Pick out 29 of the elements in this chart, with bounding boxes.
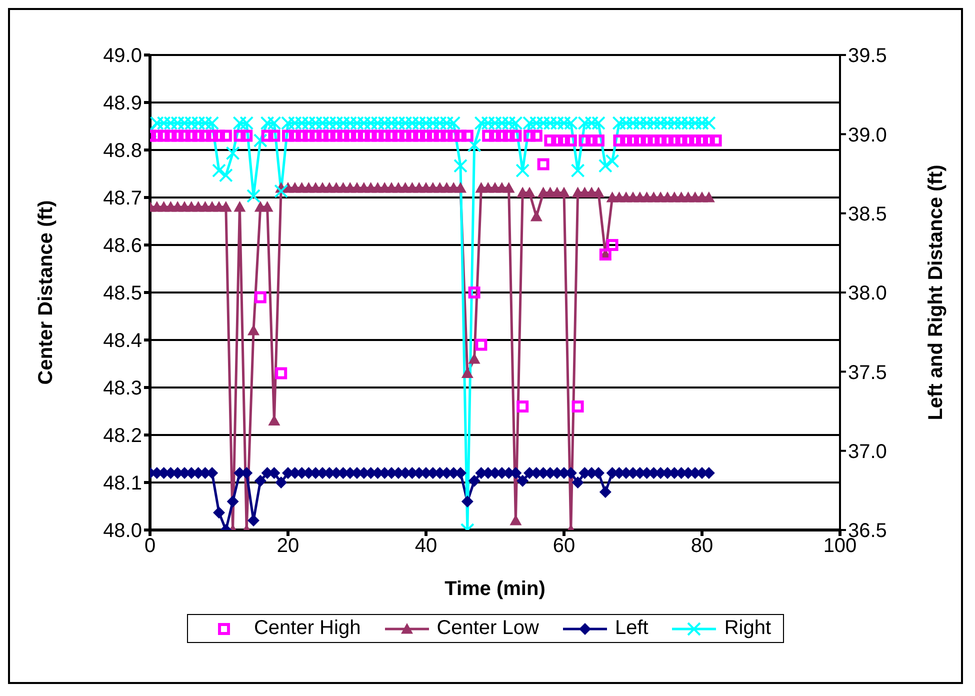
y-tick-label: 49.0: [103, 45, 142, 68]
y2-tick-label: 37.5: [848, 362, 887, 384]
legend-label: Left: [614, 617, 648, 640]
legend-label: Center High: [254, 617, 361, 640]
y-tick-label: 48.2: [103, 425, 142, 448]
x-tick-label: 0: [144, 535, 156, 558]
x-tick-label: 80: [690, 535, 714, 558]
legend-label: Right: [724, 617, 772, 640]
y2-tick-label: 38.5: [848, 203, 887, 226]
x-tick-label: 40: [414, 535, 438, 558]
x-axis-title: Time (min): [444, 578, 546, 600]
y2-tick-label: 37.0: [848, 440, 887, 463]
y-tick-label: 48.0: [103, 520, 142, 542]
legend-label: Center Low: [436, 617, 539, 640]
y-tick-label: 48.5: [103, 282, 142, 305]
y-tick-label: 48.3: [103, 378, 142, 400]
y-tick-label: 48.8: [103, 140, 142, 162]
y2-tick-label: 38.0: [848, 282, 887, 305]
y-tick-label: 48.6: [103, 235, 142, 258]
y2-tick-label: 39.0: [848, 124, 887, 146]
y2-axis-title: Left and Right Distance (ft): [925, 164, 948, 420]
y-axis-title: Center Distance (ft): [35, 200, 58, 385]
y-tick-label: 48.7: [103, 188, 142, 210]
y-tick-label: 48.1: [103, 472, 142, 495]
y-tick-label: 48.9: [103, 92, 142, 115]
y2-tick-label: 39.5: [848, 45, 887, 68]
y-tick-label: 48.4: [103, 330, 142, 352]
x-tick-label: 60: [552, 535, 576, 558]
x-tick-label: 20: [276, 535, 300, 558]
